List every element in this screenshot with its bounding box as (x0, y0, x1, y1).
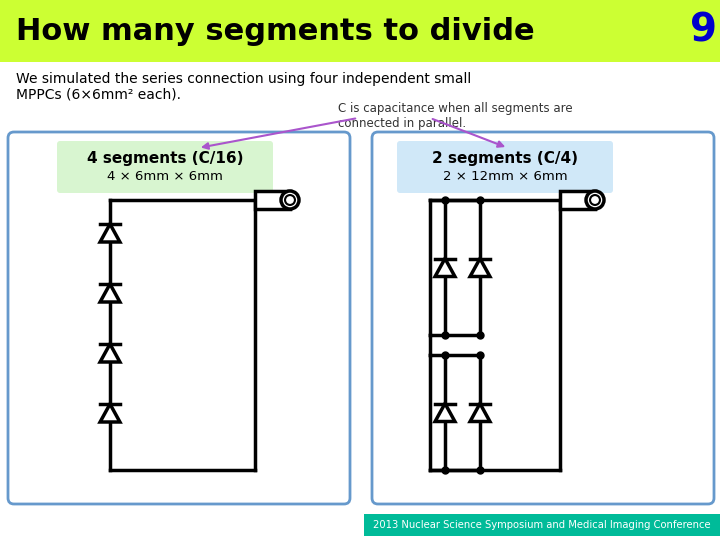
Text: We simulated the series connection using four independent small: We simulated the series connection using… (16, 72, 472, 86)
Text: How many segments to divide: How many segments to divide (16, 17, 535, 45)
Polygon shape (435, 403, 455, 422)
Text: 4 segments (C/16): 4 segments (C/16) (86, 152, 243, 166)
Polygon shape (470, 259, 490, 276)
Polygon shape (470, 403, 490, 422)
FancyBboxPatch shape (255, 191, 290, 209)
Polygon shape (100, 224, 120, 242)
Ellipse shape (586, 191, 604, 209)
FancyBboxPatch shape (0, 0, 720, 62)
Polygon shape (435, 259, 455, 276)
Text: 2 × 12mm × 6mm: 2 × 12mm × 6mm (443, 170, 567, 183)
Polygon shape (100, 404, 120, 422)
Ellipse shape (590, 195, 600, 205)
Text: C is capacitance when all segments are
connected in parallel.: C is capacitance when all segments are c… (338, 102, 572, 130)
Polygon shape (100, 344, 120, 362)
FancyBboxPatch shape (397, 141, 613, 193)
FancyBboxPatch shape (57, 141, 273, 193)
Text: MPPCs (6×6mm² each).: MPPCs (6×6mm² each). (16, 87, 181, 101)
Text: 2 segments (C/4): 2 segments (C/4) (432, 152, 578, 166)
Ellipse shape (285, 195, 295, 205)
FancyBboxPatch shape (8, 132, 350, 504)
Text: 4 × 6mm × 6mm: 4 × 6mm × 6mm (107, 170, 223, 183)
Polygon shape (100, 284, 120, 302)
Ellipse shape (281, 191, 299, 209)
FancyBboxPatch shape (560, 191, 595, 209)
Text: 2013 Nuclear Science Symposium and Medical Imaging Conference: 2013 Nuclear Science Symposium and Medic… (373, 520, 711, 530)
FancyBboxPatch shape (372, 132, 714, 504)
FancyBboxPatch shape (364, 514, 720, 536)
Text: 9: 9 (690, 12, 716, 50)
